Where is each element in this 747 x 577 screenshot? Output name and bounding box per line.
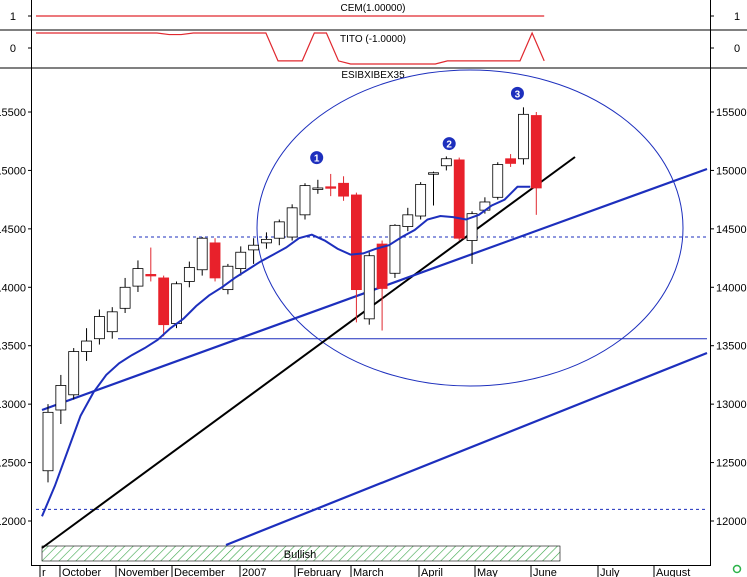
candle-body: [453, 159, 465, 239]
wave-marker-label: 2: [446, 140, 452, 151]
x-tick-label: October: [62, 567, 101, 577]
x-tick-label: February: [297, 567, 342, 577]
candle-body: [183, 267, 195, 282]
wave-marker-circle: [510, 86, 524, 100]
candle-body: [106, 311, 118, 333]
candle-body: [119, 286, 131, 309]
candle-body: [42, 411, 54, 472]
candle-body: [171, 283, 182, 324]
y-tick-label: 13500: [0, 341, 26, 353]
tito-tick-left: 0: [10, 43, 16, 55]
cem-tick-left: 1: [10, 11, 16, 23]
wave-marker-circle: [310, 151, 324, 165]
y-tick-label: 14000: [716, 282, 747, 294]
y-tick-label: 13500: [716, 341, 747, 353]
candle-body: [505, 158, 517, 164]
x-tick-label: 2007: [242, 567, 266, 577]
candle-body: [389, 224, 401, 274]
trend-line-long: [41, 156, 576, 549]
x-tick-label: July: [600, 567, 620, 577]
y-tick-label: 12000: [716, 516, 747, 528]
candle-body: [312, 187, 324, 190]
y-tick-label: 15500: [0, 107, 26, 119]
x-tick-label: r: [42, 567, 46, 577]
candle-body: [132, 268, 144, 287]
y-tick-label: 14000: [0, 282, 26, 294]
candle-body: [273, 221, 285, 239]
y-tick-label: 12000: [0, 516, 26, 528]
y-tick-label: 12500: [716, 458, 747, 470]
candle-body: [363, 255, 375, 320]
candle-body: [338, 182, 349, 197]
candle-body: [55, 385, 67, 411]
bullish-banner: [41, 545, 561, 562]
tito-indicator-line: [36, 31, 545, 65]
x-tick-label: March: [353, 567, 384, 577]
candle-body: [261, 238, 272, 244]
y-tick-label: 13000: [716, 399, 747, 411]
candle-body: [158, 277, 170, 326]
cem-tick-right: 1: [734, 11, 740, 23]
candle-body: [209, 242, 221, 279]
bullish-banner-label: Bullish: [284, 549, 316, 561]
cem-panel-title: CEM(1.00000): [340, 3, 405, 14]
candle-body: [222, 265, 234, 291]
candle-body: [428, 172, 439, 175]
y-tick-label: 14500: [0, 224, 26, 236]
candle-body: [81, 340, 92, 352]
status-dot-icon: [732, 564, 742, 574]
candle-body: [415, 184, 427, 217]
y-tick-label: 13000: [0, 399, 26, 411]
candle-body: [402, 214, 414, 227]
candle-body: [518, 113, 529, 160]
highlight-ellipse: [256, 69, 684, 387]
candle-body: [466, 213, 478, 241]
candle-body: [248, 244, 260, 251]
moving-average-line: [41, 185, 531, 517]
candle-body: [286, 207, 298, 238]
candle-body: [196, 237, 208, 271]
wave-marker-circle: [442, 137, 456, 151]
candle-body: [530, 115, 542, 189]
wave-marker-label: 1: [314, 154, 320, 165]
candle-body: [376, 243, 388, 289]
candle-body: [299, 185, 311, 216]
x-tick-label: June: [533, 567, 557, 577]
x-tick-label: December: [174, 567, 225, 577]
y-tick-label: 14500: [716, 224, 747, 236]
x-tick-label: April: [421, 567, 443, 577]
y-tick-label: 15000: [0, 165, 26, 177]
candle-body: [325, 186, 337, 189]
y-tick-label: 12500: [0, 458, 26, 470]
wave-marker-label: 3: [515, 89, 521, 100]
candle-body: [235, 251, 247, 269]
candle-body: [68, 351, 80, 396]
candle-body: [350, 194, 362, 291]
x-tick-label: November: [118, 567, 169, 577]
price-panel-title: ESIBXIBEX35: [341, 70, 405, 81]
candle-body: [94, 316, 105, 340]
x-tick-label: August: [656, 567, 690, 577]
tito-panel-title: TITO (-1.0000): [340, 34, 406, 45]
y-tick-label: 15500: [716, 107, 747, 119]
tito-tick-right: 0: [734, 43, 740, 55]
candle-body: [145, 274, 157, 277]
y-tick-label: 15000: [716, 165, 747, 177]
channel-line-lower: [225, 351, 708, 547]
candle-body: [492, 164, 504, 198]
x-tick-label: May: [477, 567, 498, 577]
candle-body: [440, 158, 452, 167]
